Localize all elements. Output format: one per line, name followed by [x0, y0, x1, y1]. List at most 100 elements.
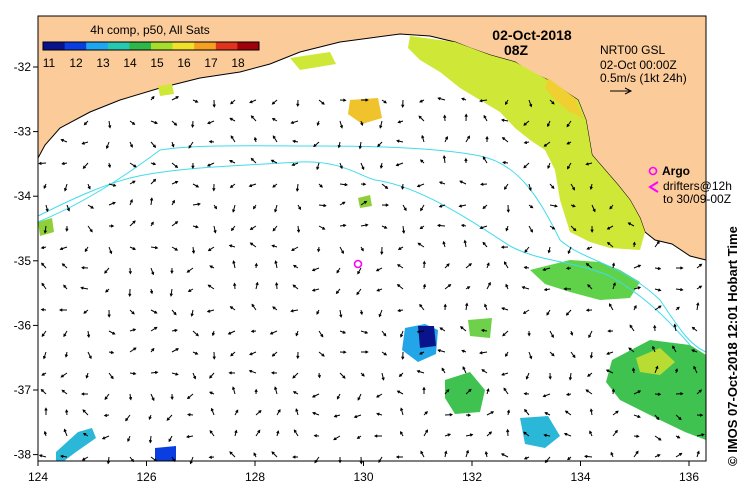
current-vector-head [313, 434, 318, 438]
current-vector-head [316, 311, 320, 315]
current-vector-head [250, 115, 254, 119]
sst-patch-mid-green2 [468, 318, 492, 338]
product-name: NRT00 GSL [600, 43, 665, 57]
current-vector-head [63, 284, 67, 288]
current-vector-head [41, 262, 45, 266]
current-vector-head [680, 287, 684, 292]
current-vector [357, 393, 362, 401]
current-vector [275, 261, 278, 269]
current-vector-head [400, 334, 404, 338]
current-vector-head [678, 416, 682, 421]
current-vector-head [375, 268, 380, 272]
current-vector-head [658, 305, 662, 309]
current-vector-head [42, 355, 47, 360]
current-vector-head [551, 226, 556, 230]
current-vector [104, 393, 110, 400]
current-vector [129, 162, 137, 168]
current-vector [567, 246, 572, 254]
current-vector [438, 97, 446, 101]
current-vector-head [295, 333, 299, 337]
current-vector [207, 309, 215, 313]
current-vector-head [425, 429, 428, 433]
y-tick-label: -34 [14, 189, 32, 203]
colorbar-segment [237, 42, 260, 50]
current-vector [64, 183, 68, 191]
current-vector [314, 456, 320, 463]
current-vector-head [194, 351, 199, 355]
x-tick-label: 126 [136, 470, 156, 484]
current-vector [106, 141, 110, 149]
current-vector-head [377, 143, 381, 148]
current-vector-head [317, 248, 321, 253]
current-vector-head [605, 369, 610, 373]
sst-patch-gulf [530, 260, 640, 300]
current-vector-head [149, 290, 154, 295]
current-vector [318, 99, 325, 105]
current-vector-head [523, 122, 527, 126]
current-vector-head [588, 334, 592, 339]
current-vector-head [187, 413, 191, 417]
current-vector-head [437, 349, 441, 353]
product-time: 02-Oct 00:00Z [600, 58, 677, 72]
current-vector-head [589, 186, 593, 190]
current-vector-head [679, 452, 683, 456]
current-vector-head [43, 185, 47, 190]
current-vector [503, 388, 509, 395]
current-vector [150, 267, 154, 275]
current-vector [339, 372, 346, 379]
current-vector [402, 225, 405, 233]
current-vector-head [154, 121, 158, 125]
current-vector-head [542, 394, 546, 398]
current-vector-head [333, 437, 337, 441]
current-vector-head [342, 330, 347, 334]
current-vector-head [459, 180, 463, 184]
current-vector-head [637, 390, 642, 394]
current-vector-head [193, 376, 197, 380]
current-vector-head [339, 314, 343, 318]
current-vector [423, 429, 428, 437]
current-vector-head [229, 306, 234, 310]
current-vector-head [573, 228, 577, 232]
current-vector-head [276, 430, 280, 434]
colorbar-tick-label: 14 [123, 56, 137, 70]
current-vector [250, 242, 257, 248]
sst-patch-cold-c [56, 428, 96, 461]
current-vector-head [376, 394, 380, 398]
current-vector-head [401, 186, 405, 190]
current-vector [528, 183, 532, 191]
current-vector [339, 183, 348, 186]
sst-patch-cold-d [155, 446, 176, 461]
current-vector [480, 99, 488, 102]
current-vector [39, 162, 47, 165]
colorbar-frame [42, 41, 260, 51]
current-vector [462, 366, 467, 374]
current-vector-head [672, 345, 676, 349]
argo-float-marker [353, 259, 363, 269]
current-vector-head [373, 434, 378, 438]
current-vector-head [566, 123, 570, 128]
current-vector-head [175, 348, 180, 352]
current-vector-head [227, 331, 232, 335]
current-vector-head [293, 429, 297, 433]
current-vector-head [487, 281, 491, 286]
current-vector-head [397, 120, 401, 124]
current-vector [291, 246, 299, 251]
current-vector [438, 349, 446, 353]
y-tick-label: -33 [14, 125, 32, 139]
current-vector [171, 348, 179, 353]
current-vector-head [274, 386, 278, 390]
current-vector [150, 371, 158, 374]
current-vector-head [292, 375, 296, 379]
current-vector-head [447, 433, 452, 437]
current-vector-head [149, 197, 154, 201]
current-vector [232, 387, 236, 395]
current-vector-head [81, 457, 86, 461]
current-vector-head [249, 227, 254, 231]
current-vector-head [376, 412, 380, 416]
current-vector-head [544, 412, 548, 416]
current-vector-head [589, 355, 594, 359]
current-vector-head [528, 187, 532, 192]
current-vector-head [523, 265, 528, 270]
current-vector-head [63, 188, 68, 192]
current-vector-head [606, 226, 611, 230]
